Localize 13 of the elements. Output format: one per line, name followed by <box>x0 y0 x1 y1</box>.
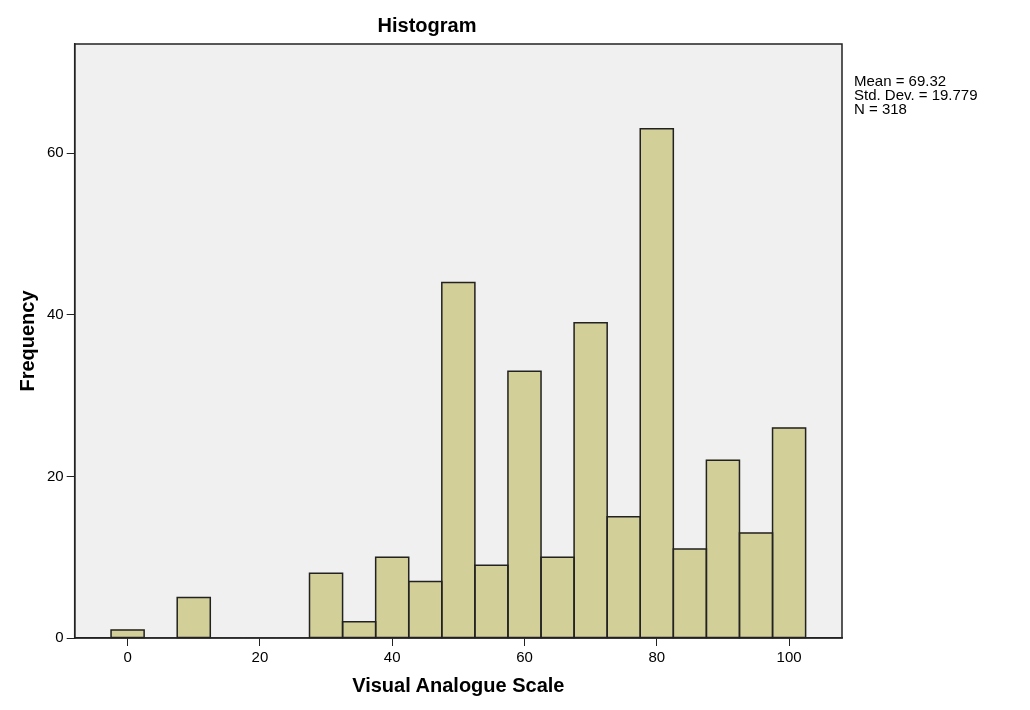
x-axis-title: Visual Analogue Scale <box>352 673 565 696</box>
x-tick-label: 0 <box>123 648 132 666</box>
x-tick-label: 20 <box>251 648 269 666</box>
x-tick-label: 100 <box>776 648 802 666</box>
x-tick-label: 40 <box>383 648 401 666</box>
y-tick-label: 0 <box>55 628 64 646</box>
chart-title: Histogram <box>377 13 477 36</box>
y-tick-label: 60 <box>47 143 64 161</box>
y-tick-label: 20 <box>47 466 64 484</box>
y-tick-label: 40 <box>47 304 64 322</box>
x-tick-label: 60 <box>516 648 533 666</box>
y-axis-title: Frequency <box>15 289 38 392</box>
x-tick-label: 80 <box>648 648 666 666</box>
